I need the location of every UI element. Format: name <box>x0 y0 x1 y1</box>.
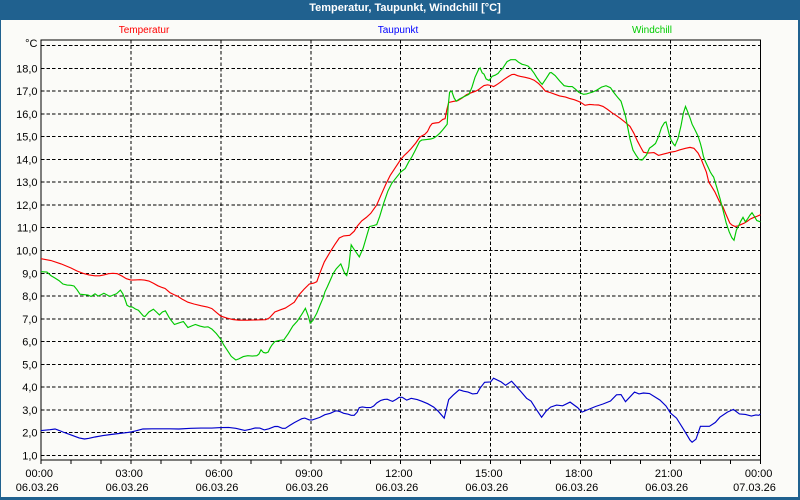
svg-text:15,0: 15,0 <box>16 132 37 144</box>
svg-text:12,0: 12,0 <box>16 200 37 212</box>
svg-text:06.03.26: 06.03.26 <box>465 482 508 494</box>
svg-text:15:00: 15:00 <box>475 468 503 480</box>
svg-text:14,0: 14,0 <box>16 155 37 167</box>
svg-text:00:00: 00:00 <box>25 468 53 480</box>
svg-text:18:00: 18:00 <box>565 468 593 480</box>
svg-text:13,0: 13,0 <box>16 177 37 189</box>
svg-text:°C: °C <box>25 38 37 50</box>
svg-text:21:00: 21:00 <box>655 468 683 480</box>
svg-text:16,0: 16,0 <box>16 109 37 121</box>
svg-text:11,0: 11,0 <box>17 223 38 235</box>
svg-text:2,0: 2,0 <box>22 428 37 440</box>
svg-text:06.03.26: 06.03.26 <box>16 482 59 494</box>
svg-text:7,0: 7,0 <box>22 314 37 326</box>
svg-text:4,0: 4,0 <box>22 382 37 394</box>
svg-text:06.03.26: 06.03.26 <box>286 482 329 494</box>
svg-text:00:00: 00:00 <box>745 468 773 480</box>
svg-text:06.03.26: 06.03.26 <box>645 482 688 494</box>
svg-text:18,0: 18,0 <box>16 63 37 75</box>
svg-text:06.03.26: 06.03.26 <box>375 482 418 494</box>
svg-text:8,0: 8,0 <box>22 291 37 303</box>
svg-text:12:00: 12:00 <box>385 468 413 480</box>
svg-text:6,0: 6,0 <box>22 337 37 349</box>
svg-text:3,0: 3,0 <box>22 405 37 417</box>
svg-text:07.03.26: 07.03.26 <box>733 482 776 494</box>
svg-text:5,0: 5,0 <box>22 359 37 371</box>
svg-text:10,0: 10,0 <box>16 246 37 258</box>
svg-text:06.03.26: 06.03.26 <box>555 482 598 494</box>
svg-text:17,0: 17,0 <box>16 86 37 98</box>
svg-text:9,0: 9,0 <box>22 268 37 280</box>
svg-text:1,0: 1,0 <box>22 450 37 462</box>
svg-text:09:00: 09:00 <box>295 468 323 480</box>
svg-text:06.03.26: 06.03.26 <box>196 482 239 494</box>
svg-text:06.03.26: 06.03.26 <box>106 482 149 494</box>
svg-text:06:00: 06:00 <box>205 468 233 480</box>
svg-text:03:00: 03:00 <box>115 468 143 480</box>
